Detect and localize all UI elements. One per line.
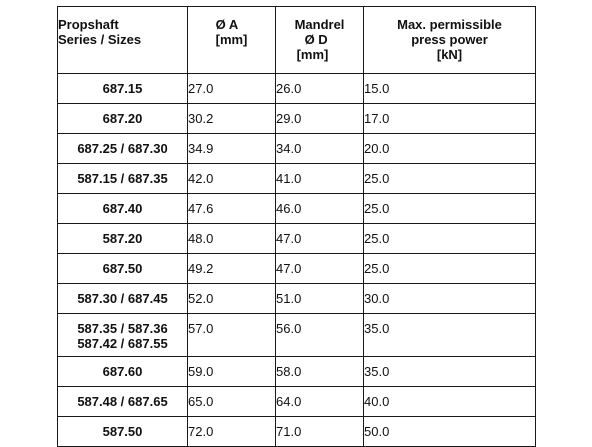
series-label: 687.60 bbox=[102, 364, 143, 379]
cell-series: 687.40 bbox=[57, 193, 188, 224]
cell-series: 687.25 / 687.30 bbox=[57, 133, 188, 164]
series-label: 687.15 bbox=[102, 81, 143, 96]
cell-series: 687.15 bbox=[57, 73, 188, 104]
series-label: 587.48 / 687.65 bbox=[77, 394, 168, 409]
cell-diameter-a: 48.0 bbox=[187, 223, 276, 254]
cell-diameter-a: 59.0 bbox=[187, 356, 276, 387]
table-row: 687.50 49.2 47.0 25.0 bbox=[57, 253, 536, 284]
cell-series: 587.30 / 687.45 bbox=[57, 283, 188, 314]
header-power-line-2: press power bbox=[411, 32, 488, 47]
cell-mandrel-d: 58.0 bbox=[275, 356, 364, 387]
series-label: 587.30 / 687.45 bbox=[77, 291, 168, 306]
series-label: 687.50 bbox=[102, 261, 143, 276]
header-power-line-1: Max. permissible bbox=[397, 17, 502, 32]
cell-diameter-a: 57.0 bbox=[187, 313, 276, 357]
header-d-line-3: [mm] bbox=[296, 47, 329, 62]
cell-mandrel-d: 64.0 bbox=[275, 386, 364, 417]
header-d-line-2: Ø D bbox=[304, 32, 328, 47]
cell-press-power: 25.0 bbox=[363, 163, 536, 194]
series-label: 587.35 / 587.36 bbox=[77, 321, 168, 336]
table-row: 587.20 48.0 47.0 25.0 bbox=[57, 223, 536, 254]
header-series-line-1: Propshaft bbox=[58, 17, 119, 32]
cell-press-power: 25.0 bbox=[363, 193, 536, 224]
propshaft-spec-table: Propshaft Series / Sizes Ø A [mm] Mandre… bbox=[57, 6, 536, 447]
header-series-line-2: Series / Sizes bbox=[58, 32, 142, 47]
cell-series: 587.50 bbox=[57, 416, 188, 447]
cell-diameter-a: 34.9 bbox=[187, 133, 276, 164]
cell-diameter-a: 47.6 bbox=[187, 193, 276, 224]
series-label: 587.20 bbox=[102, 231, 143, 246]
table-row: 687.20 30.2 29.0 17.0 bbox=[57, 103, 536, 134]
cell-mandrel-d: 56.0 bbox=[275, 313, 364, 357]
header-power-line-3: [kN] bbox=[436, 47, 463, 62]
cell-series: 587.15 / 687.35 bbox=[57, 163, 188, 194]
cell-press-power: 50.0 bbox=[363, 416, 536, 447]
header-press-power: Max. permissible press power [kN] bbox=[363, 6, 536, 74]
header-diameter-a: Ø A [mm] bbox=[187, 6, 276, 74]
cell-diameter-a: 72.0 bbox=[187, 416, 276, 447]
cell-mandrel-d: 41.0 bbox=[275, 163, 364, 194]
cell-mandrel-d: 34.0 bbox=[275, 133, 364, 164]
cell-diameter-a: 27.0 bbox=[187, 73, 276, 104]
cell-press-power: 20.0 bbox=[363, 133, 536, 164]
cell-series: 687.20 bbox=[57, 103, 188, 134]
cell-mandrel-d: 71.0 bbox=[275, 416, 364, 447]
cell-press-power: 40.0 bbox=[363, 386, 536, 417]
cell-press-power: 35.0 bbox=[363, 313, 536, 357]
cell-series: 687.50 bbox=[57, 253, 188, 284]
document-sheet: Propshaft Series / Sizes Ø A [mm] Mandre… bbox=[57, 6, 536, 447]
cell-series: 587.48 / 687.65 bbox=[57, 386, 188, 417]
cell-mandrel-d: 47.0 bbox=[275, 253, 364, 284]
cell-press-power: 25.0 bbox=[363, 253, 536, 284]
cell-diameter-a: 49.2 bbox=[187, 253, 276, 284]
table-row: 687.60 59.0 58.0 35.0 bbox=[57, 356, 536, 387]
table-body: 687.15 27.0 26.0 15.0 687.20 30.2 29.0 17.0 687.… bbox=[57, 73, 536, 447]
table-row: 687.25 / 687.30 34.9 34.0 20.0 bbox=[57, 133, 536, 164]
table-header-row: Propshaft Series / Sizes Ø A [mm] Mandre… bbox=[57, 6, 536, 74]
cell-series: 687.60 bbox=[57, 356, 188, 387]
series-label: 587.50 bbox=[102, 424, 143, 439]
cell-mandrel-d: 46.0 bbox=[275, 193, 364, 224]
table-row: 587.35 / 587.36 587.42 / 687.55 57.0 56.0 35… bbox=[57, 313, 536, 357]
cell-press-power: 25.0 bbox=[363, 223, 536, 254]
table-row: 587.30 / 687.45 52.0 51.0 30.0 bbox=[57, 283, 536, 314]
cell-press-power: 30.0 bbox=[363, 283, 536, 314]
table-row: 687.40 47.6 46.0 25.0 bbox=[57, 193, 536, 224]
series-label: 687.20 bbox=[102, 111, 143, 126]
header-a-line-2: [mm] bbox=[215, 32, 248, 47]
cell-diameter-a: 65.0 bbox=[187, 386, 276, 417]
series-label: 587.15 / 687.35 bbox=[77, 171, 168, 186]
cell-mandrel-d: 26.0 bbox=[275, 73, 364, 104]
table-row: 687.15 27.0 26.0 15.0 bbox=[57, 73, 536, 104]
series-label: 587.42 / 687.55 bbox=[77, 336, 168, 351]
header-series: Propshaft Series / Sizes bbox=[57, 6, 188, 74]
header-d-line-1: Mandrel bbox=[294, 17, 345, 32]
cell-mandrel-d: 51.0 bbox=[275, 283, 364, 314]
cell-series: 587.35 / 587.36 587.42 / 687.55 bbox=[57, 313, 188, 357]
header-a-line-1: Ø A bbox=[215, 17, 239, 32]
cell-mandrel-d: 29.0 bbox=[275, 103, 364, 134]
header-mandrel-d: Mandrel Ø D [mm] bbox=[275, 6, 364, 74]
table-row: 587.48 / 687.65 65.0 64.0 40.0 bbox=[57, 386, 536, 417]
cell-diameter-a: 52.0 bbox=[187, 283, 276, 314]
cell-press-power: 15.0 bbox=[363, 73, 536, 104]
cell-press-power: 35.0 bbox=[363, 356, 536, 387]
cell-diameter-a: 30.2 bbox=[187, 103, 276, 134]
cell-mandrel-d: 47.0 bbox=[275, 223, 364, 254]
series-label: 687.25 / 687.30 bbox=[77, 141, 168, 156]
table-row: 587.15 / 687.35 42.0 41.0 25.0 bbox=[57, 163, 536, 194]
cell-diameter-a: 42.0 bbox=[187, 163, 276, 194]
cell-series: 587.20 bbox=[57, 223, 188, 254]
series-label: 687.40 bbox=[102, 201, 143, 216]
cell-press-power: 17.0 bbox=[363, 103, 536, 134]
table-row: 587.50 72.0 71.0 50.0 bbox=[57, 416, 536, 447]
